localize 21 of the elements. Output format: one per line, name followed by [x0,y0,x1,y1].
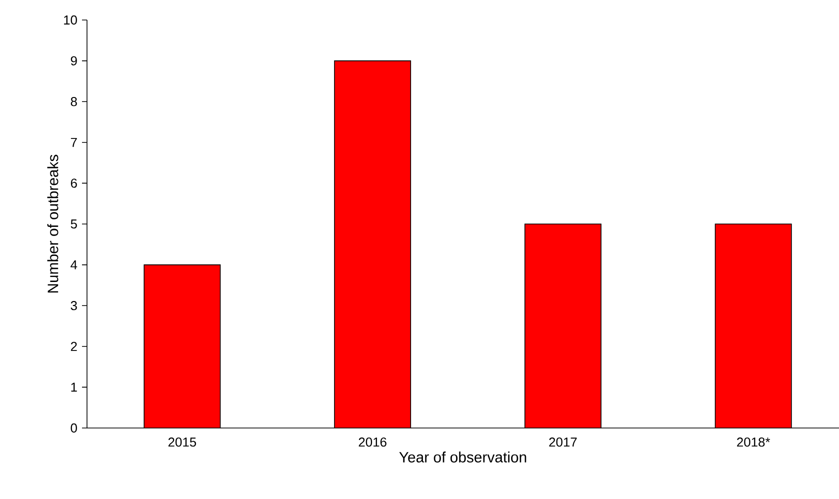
y-tick-label: 10 [64,15,77,25]
x-tick-label: 2018* [737,438,770,447]
y-tick-label: 6 [70,178,77,188]
x-axis-title: Year of observation [399,452,526,462]
y-tick-label: 9 [70,56,77,66]
x-tick-label: 2016 [358,438,386,447]
y-tick-label: 0 [70,423,77,433]
y-tick-label: 1 [71,382,77,392]
y-tick-label: 8 [70,97,77,106]
y-tick-label: 2 [70,342,77,351]
bar [334,60,411,428]
x-tick-label: 2015 [168,438,196,447]
y-tick-label: 4 [70,260,78,270]
y-tick-label: 7 [70,138,77,147]
bar [144,264,220,428]
bar [714,224,792,428]
bar [524,224,602,428]
y-tick-label: 3 [70,301,77,310]
y-tick-label: 5 [70,219,77,229]
x-tick-label: 2017 [549,438,577,447]
y-axis-title: Number of outbreaks [47,154,58,293]
